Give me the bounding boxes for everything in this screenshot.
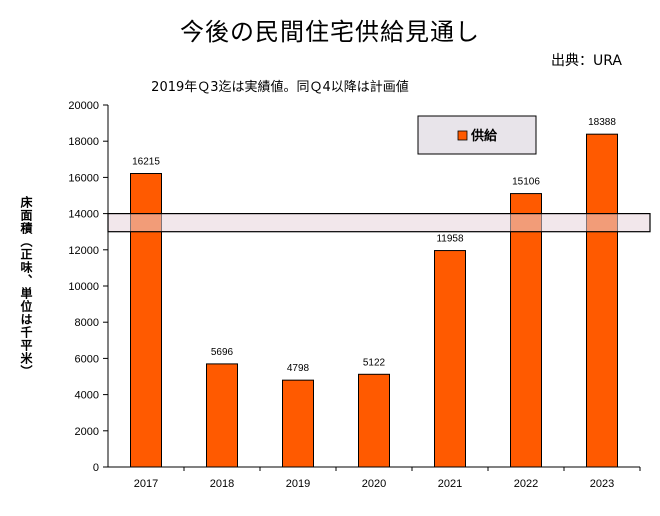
data-label: 16215	[132, 157, 160, 168]
bar	[510, 193, 542, 468]
y-tick-label: 2000	[75, 426, 99, 438]
legend-label: 供給	[470, 128, 498, 144]
data-label: 5696	[211, 347, 234, 358]
y-tick-label: 0	[93, 462, 99, 474]
y-tick-label: 4000	[75, 390, 99, 402]
legend-swatch	[457, 130, 468, 141]
source-note: 出典：URA	[551, 53, 622, 69]
y-tick-label: 14000	[68, 209, 99, 221]
chart-subtitle: 2019年Ｑ3迄は実績値。同Ｑ4以降は計画値	[151, 80, 409, 95]
x-tick-label: 2023	[590, 478, 614, 490]
x-tick-label: 2021	[438, 478, 462, 490]
bar	[586, 133, 618, 468]
bar	[434, 250, 466, 468]
highlight-band	[107, 213, 651, 233]
y-tick-label: 12000	[68, 245, 99, 257]
data-labels-group: 16215 5696 4798 5122 11958 15106 18388	[132, 117, 616, 374]
axes-group: 0 2000 4000 6000 8000 10000 12000 14000 16000 180…	[68, 100, 641, 490]
y-tick-label: 18000	[68, 136, 99, 148]
data-label: 18388	[588, 117, 616, 128]
x-tick-label: 2020	[362, 478, 386, 490]
data-label: 15106	[512, 177, 540, 188]
data-label: 11958	[436, 234, 464, 245]
bar	[282, 379, 314, 468]
legend: 供給	[417, 115, 537, 155]
y-tick-label: 20000	[68, 100, 99, 112]
bar	[358, 373, 390, 468]
y-axis-label: 床面積（正味、単位は千平米）	[19, 196, 33, 378]
bars-group	[130, 133, 618, 468]
y-tick-label: 6000	[75, 353, 99, 365]
x-tick-label: 2017	[134, 478, 158, 490]
y-tick-label: 10000	[68, 281, 99, 293]
chart-title: 今後の民間住宅供給見通し	[180, 18, 480, 46]
y-tick-label: 8000	[75, 317, 99, 329]
band-group	[107, 213, 651, 233]
x-tick-label: 2022	[514, 478, 538, 490]
legend-box	[417, 115, 537, 155]
data-label: 5122	[363, 357, 386, 368]
y-tick-label: 16000	[68, 172, 99, 184]
data-label: 4798	[287, 363, 310, 374]
x-tick-label: 2018	[210, 478, 234, 490]
bar	[206, 363, 238, 468]
x-tick-label: 2019	[286, 478, 310, 490]
